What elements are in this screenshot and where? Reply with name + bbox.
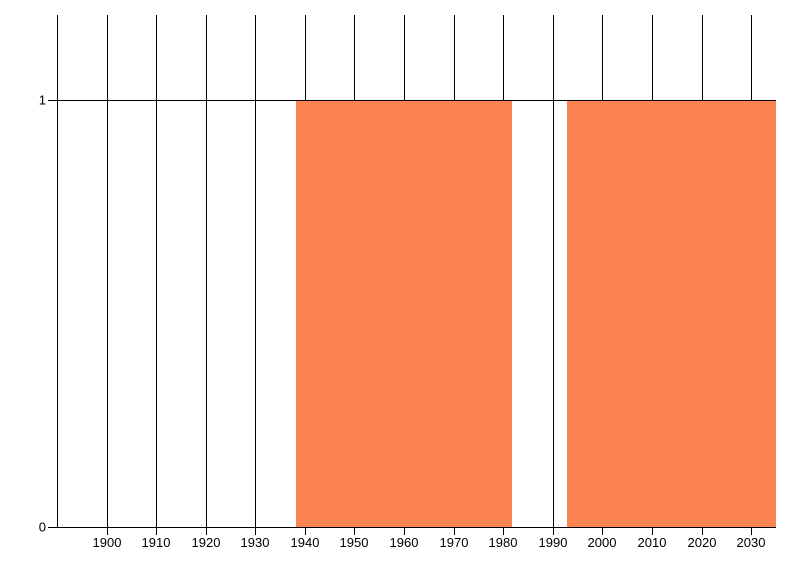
x-tick-label: 2000 [587,535,617,550]
x-tick-label: 1970 [439,535,469,550]
x-gridline [255,15,256,527]
x-tick-label: 1920 [191,535,221,550]
x-tick [454,528,455,535]
x-tick [156,528,157,535]
y-gridline [48,100,776,101]
x-tick [503,528,504,535]
x-gridline [553,15,554,527]
x-tick [751,528,752,535]
x-tick [206,528,207,535]
area-segment [296,101,512,527]
x-tick-label: 2010 [637,535,667,550]
x-tick [255,528,256,535]
x-tick [305,528,306,535]
x-gridline [206,15,207,527]
x-tick-label: 1930 [240,535,270,550]
x-tick [553,528,554,535]
x-tick [602,528,603,535]
y-tick-label: 1 [38,92,46,108]
x-tick [652,528,653,535]
x-tick-label: 1990 [538,535,568,550]
x-tick-label: 1940 [290,535,320,550]
x-tick-label: 1950 [339,535,369,550]
x-gridline [57,15,58,527]
x-tick-label: 1900 [92,535,122,550]
area-segment [567,101,776,527]
x-gridline [156,15,157,527]
x-tick-label: 2030 [736,535,766,550]
x-tick-label: 1960 [389,535,419,550]
x-tick [702,528,703,535]
x-tick-label: 1910 [141,535,171,550]
y-tick-label: 0 [38,519,46,535]
x-axis-line [48,527,776,528]
x-tick [354,528,355,535]
x-tick [404,528,405,535]
x-tick-label: 1980 [488,535,518,550]
x-tick-label: 2020 [687,535,717,550]
x-tick [107,528,108,535]
x-gridline [107,15,108,527]
